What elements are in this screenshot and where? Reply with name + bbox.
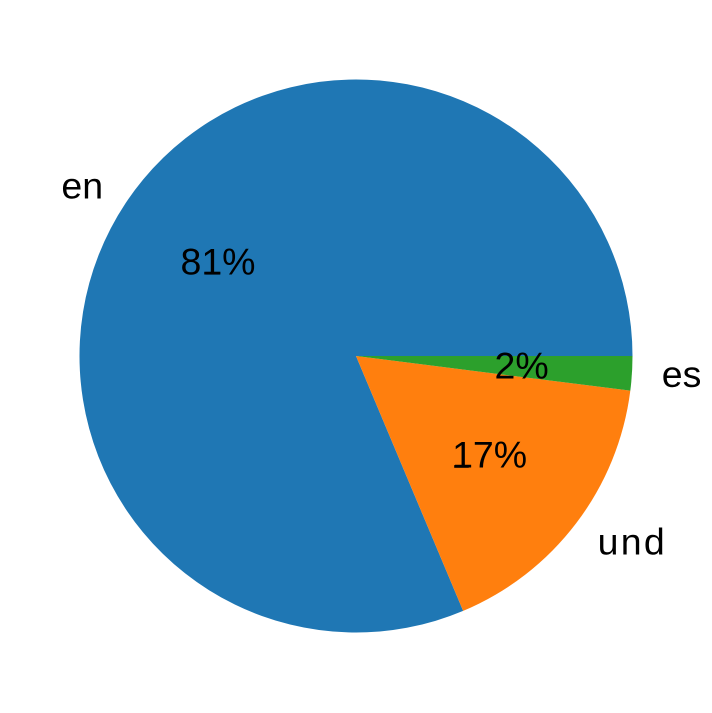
svg-text:2%: 2%	[494, 344, 548, 386]
svg-text:17%: 17%	[452, 434, 527, 476]
svg-text:en: en	[61, 165, 103, 207]
svg-text:es: es	[662, 353, 702, 395]
svg-text:und: und	[598, 520, 667, 562]
svg-text:81%: 81%	[180, 241, 255, 283]
